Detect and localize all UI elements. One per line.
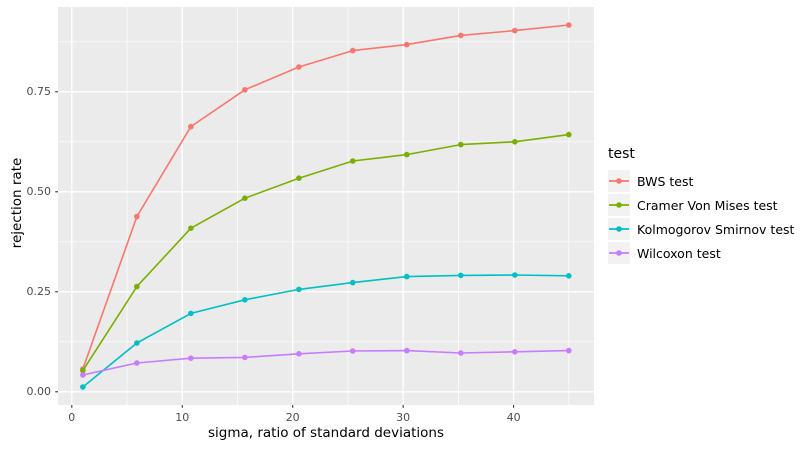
data-point <box>134 213 140 220</box>
series-line <box>82 349 569 376</box>
x-tick-label: 20 <box>285 411 300 424</box>
series-line <box>82 133 569 372</box>
data-point <box>458 141 464 148</box>
data-point <box>349 279 356 286</box>
legend-item: Wilcoxon test <box>608 241 794 265</box>
series-line <box>82 274 569 388</box>
legend-item-label: Kolmogorov Smirnov test <box>637 221 795 237</box>
data-point <box>188 355 194 362</box>
y-tick-label: 0.75 <box>26 84 52 98</box>
data-point <box>80 372 86 378</box>
legend: test BWS test Cramer Von Mises test Kolmog… <box>608 146 794 265</box>
legend-key-glyph <box>609 226 629 232</box>
data-point <box>458 272 464 279</box>
legend-key-swatch <box>608 194 630 216</box>
data-point <box>566 131 572 138</box>
data-point <box>566 347 572 354</box>
legend-title: test <box>608 146 635 162</box>
y-tick-label: 0.25 <box>26 284 52 298</box>
series-line <box>82 24 569 370</box>
y-tick-label: 0.00 <box>26 384 52 398</box>
data-point <box>512 27 518 34</box>
data-point <box>458 350 464 356</box>
legend-item: Cramer Von Mises test <box>608 193 794 217</box>
data-point <box>349 47 356 54</box>
data-point <box>296 175 302 181</box>
data-point <box>188 310 194 317</box>
legend-key-glyph <box>609 250 629 256</box>
legend-key-point <box>616 178 622 184</box>
x-tick-label: 40 <box>506 411 521 424</box>
legend-key-swatch <box>608 242 630 264</box>
data-point <box>188 225 194 231</box>
data-point <box>80 384 86 390</box>
data-point <box>403 41 410 48</box>
x-tick-label: 0 <box>68 411 76 424</box>
data-point <box>403 273 410 280</box>
data-point <box>512 139 518 145</box>
data-point <box>242 297 248 303</box>
data-point <box>566 273 572 279</box>
y-axis-title: rejection rate <box>9 157 25 249</box>
legend-item-label: Cramer Von Mises test <box>637 197 778 213</box>
data-point <box>242 195 248 201</box>
data-point <box>349 348 356 354</box>
data-point <box>134 283 140 290</box>
legend-key-point <box>616 250 622 256</box>
data-point <box>188 123 194 130</box>
x-tick-label: 30 <box>396 411 411 424</box>
legend-item: BWS test <box>608 169 794 193</box>
y-tick-label: 0.50 <box>26 184 52 198</box>
data-point <box>134 360 140 366</box>
legend-item-label: BWS test <box>637 173 694 189</box>
data-point <box>512 349 518 355</box>
data-point <box>296 286 302 293</box>
legend-key-glyph <box>609 202 629 208</box>
legend-item: Kolmogorov Smirnov test <box>608 217 794 241</box>
x-tick-label: 10 <box>175 411 190 424</box>
legend-key-point <box>616 226 622 232</box>
data-point <box>512 272 518 278</box>
legend-items: BWS test Cramer Von Mises test Kolmogorov … <box>608 169 794 265</box>
legend-key-swatch <box>608 218 630 240</box>
data-point <box>242 87 248 93</box>
legend-item-label: Wilcoxon test <box>637 245 721 261</box>
data-point <box>242 354 248 361</box>
data-point <box>296 64 302 70</box>
data-point <box>134 340 140 346</box>
data-point <box>80 367 86 374</box>
panel-background <box>58 7 594 405</box>
data-point <box>458 32 464 39</box>
data-point <box>566 22 572 28</box>
data-point <box>403 347 410 354</box>
legend-key-glyph <box>609 178 629 184</box>
data-point <box>296 351 302 357</box>
x-axis-title: sigma, ratio of standard deviations <box>207 425 445 441</box>
legend-key-point <box>616 202 622 208</box>
legend-key-swatch <box>608 170 630 192</box>
data-point <box>403 151 410 158</box>
data-point <box>349 158 356 164</box>
